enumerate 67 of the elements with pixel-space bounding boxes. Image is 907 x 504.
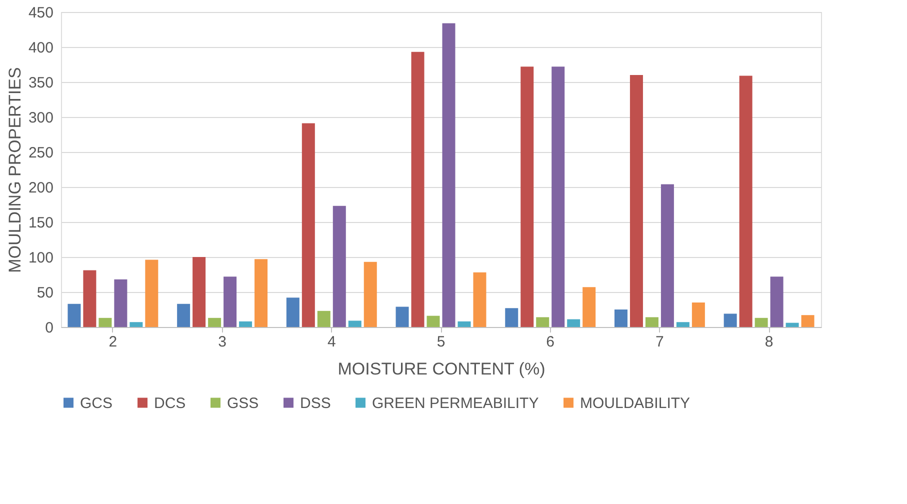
bar [458,321,471,327]
bar [83,270,96,327]
y-tick-label: 400 [28,40,54,56]
bar [567,319,580,327]
bar [442,23,456,327]
legend-label: GSS [227,394,259,412]
bar [739,76,752,327]
legend-label: GCS [80,394,113,412]
bar [364,262,377,327]
bar [317,310,330,327]
bar [208,318,222,327]
x-tick-label: 5 [436,334,446,350]
bar [582,287,596,327]
bar [114,279,128,327]
y-tick-label: 0 [45,320,54,336]
legend-label: DSS [300,394,331,412]
bar [145,260,158,327]
bar [536,317,550,327]
x-tick-label: 6 [546,334,555,350]
bar [426,316,440,327]
y-tick-label: 50 [36,284,54,302]
bar [770,276,784,327]
bar [645,317,658,327]
y-tick-label: 450 [28,4,54,22]
bar [724,314,737,327]
x-tick-label: 2 [108,334,118,350]
bar [630,75,643,327]
bar [68,304,81,327]
y-tick-label: 150 [28,214,54,232]
bar [411,52,424,327]
bar [192,257,206,327]
bar [520,66,534,327]
bar [660,184,674,327]
y-tick-label: 350 [28,74,54,92]
bar [473,272,486,327]
bar [348,320,362,327]
bar [754,318,768,327]
bar [801,315,814,327]
bar [505,308,518,327]
x-tick-label: 7 [656,334,664,350]
bar [332,206,346,327]
x-tick-label: 3 [218,334,226,350]
bar [552,66,565,327]
bar [676,322,690,327]
x-tick-label: 4 [327,334,336,350]
y-tick-label: 200 [28,180,54,196]
bar [254,259,268,327]
bar [177,304,190,327]
y-tick-label: 100 [28,250,54,266]
bar [224,276,237,327]
bar [98,318,112,327]
bar [692,302,705,327]
bar [239,321,252,327]
y-axis-title: MOULDING PROPERTIES [5,67,24,273]
bar [396,306,409,327]
bar [786,322,799,327]
bar [286,298,300,327]
x-axis-title: MOISTURE CONTENT (%) [338,360,546,378]
bar [302,123,315,327]
x-tick-label: 8 [764,334,774,350]
y-tick-label: 300 [28,110,54,126]
legend-label: GREEN PERMEABILITY [372,394,539,412]
legend-label: DCS [154,394,186,412]
y-tick-label: 250 [28,144,54,162]
legend-label: MOULDABILITY [580,394,690,412]
bar [614,310,628,327]
bar [130,322,143,327]
